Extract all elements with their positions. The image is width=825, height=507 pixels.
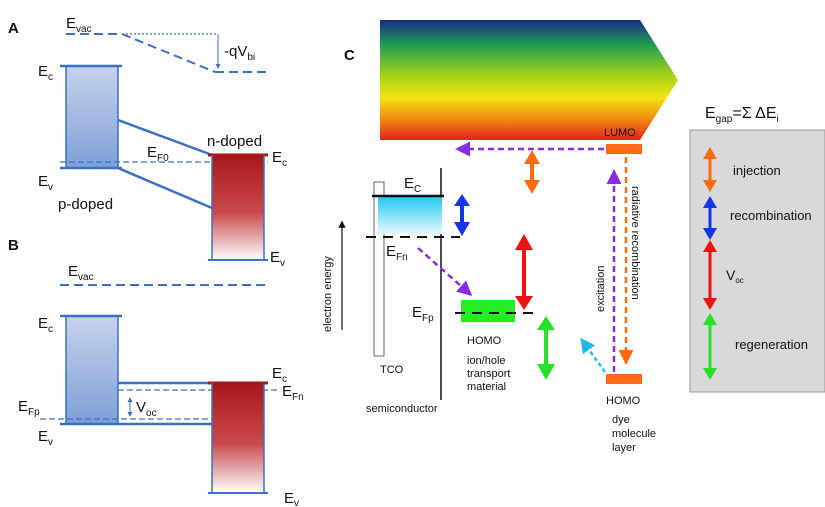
panel-b-letter: B bbox=[8, 237, 19, 254]
recombination-double-arrow bbox=[454, 194, 470, 236]
ev-right-label-b: Ev bbox=[284, 490, 299, 507]
ev-left-label-b: Ev bbox=[38, 428, 53, 448]
n-doped-block-b bbox=[212, 383, 264, 493]
n-doped-block bbox=[212, 155, 264, 260]
ec-left-label: Ec bbox=[38, 63, 53, 83]
semiconductor-label: semiconductor bbox=[366, 403, 438, 415]
panel-b: B Evac Ec EFp Ev Voc Ec EFn Ev bbox=[8, 237, 304, 507]
legend-recombination-label: recombination bbox=[730, 208, 812, 223]
electron-energy-label: electron energy bbox=[322, 256, 334, 332]
dye-line-2: molecule bbox=[612, 428, 656, 440]
evac-label-b: Evac bbox=[68, 263, 94, 283]
panel-c: C electron energy EC EFn EFp HOMO ion/ho… bbox=[322, 20, 678, 454]
ev-left-label: Ev bbox=[38, 173, 53, 193]
light-spectrum-shape bbox=[380, 20, 678, 140]
legend: Egap=Σ ΔEi injection recombination Voc r… bbox=[689, 105, 825, 393]
legend-voc-arrow bbox=[703, 240, 717, 310]
legend-box bbox=[689, 129, 825, 393]
legend-voc-label: Voc bbox=[726, 267, 744, 285]
dye-line-3: layer bbox=[612, 442, 636, 454]
conduction-band-bend bbox=[117, 118, 213, 157]
htm-line-2: transport bbox=[467, 368, 510, 380]
ec-right-label: Ec bbox=[272, 149, 287, 169]
ev-right-label: Ev bbox=[270, 249, 285, 269]
lumo-level bbox=[606, 144, 642, 154]
radiative-label: radiative recombination bbox=[629, 186, 641, 300]
efn-label-b: EFn bbox=[282, 383, 304, 403]
ef0-label: EF0 bbox=[147, 144, 169, 164]
tco-label: TCO bbox=[380, 364, 404, 376]
regeneration-double-arrow bbox=[537, 316, 555, 380]
voc-label-b: Voc bbox=[136, 399, 157, 419]
n-doped-label: n-doped bbox=[207, 133, 262, 150]
valence-band-bend bbox=[117, 166, 213, 210]
regeneration-transfer-arrow bbox=[580, 337, 607, 373]
legend-regeneration-arrow bbox=[703, 313, 717, 380]
p-doped-block bbox=[66, 66, 118, 168]
efp-label-c: EFp bbox=[412, 304, 434, 324]
efp-label-b: EFp bbox=[18, 398, 40, 418]
qvbi-label: -qVbi bbox=[224, 43, 255, 63]
p-doped-label: p-doped bbox=[58, 196, 113, 213]
p-doped-block-b bbox=[66, 316, 118, 424]
panel-a: A Evac -qVbi Ec Ev p-doped n-doped EF0 E… bbox=[8, 15, 287, 269]
panel-a-letter: A bbox=[8, 20, 19, 37]
tco-electrode bbox=[373, 181, 385, 357]
panel-c-letter: C bbox=[344, 47, 355, 64]
htm-line-1: ion/hole bbox=[467, 355, 506, 367]
dye-homo-label: HOMO bbox=[606, 395, 641, 407]
voc-double-arrow bbox=[515, 234, 533, 310]
lumo-label: LUMO bbox=[604, 127, 636, 139]
legend-injection-arrow bbox=[703, 147, 717, 192]
injection-double-arrow bbox=[524, 150, 540, 194]
ec-right-label-b: Ec bbox=[272, 365, 287, 385]
vacuum-level-slope bbox=[121, 33, 216, 73]
legend-recombination-arrow bbox=[703, 196, 717, 240]
legend-title: Egap=Σ ΔEi bbox=[705, 105, 779, 125]
legend-regeneration-label: regeneration bbox=[735, 337, 808, 352]
dye-homo-level bbox=[606, 374, 642, 384]
ec-left-label-b: Ec bbox=[38, 315, 53, 335]
htm-line-3: material bbox=[467, 381, 506, 393]
htm-homo-label: HOMO bbox=[467, 335, 502, 347]
evac-label: Evac bbox=[66, 15, 92, 35]
dye-line-1: dye bbox=[612, 414, 630, 426]
efn-label-c: EFn bbox=[386, 243, 408, 263]
legend-injection-label: injection bbox=[733, 163, 781, 178]
htm-homo-box bbox=[461, 300, 515, 322]
ec-label-c: EC bbox=[404, 175, 421, 195]
electron-transfer-arrow bbox=[417, 247, 473, 296]
excitation-label: excitation bbox=[595, 266, 607, 312]
conduction-band-fill bbox=[378, 196, 442, 234]
